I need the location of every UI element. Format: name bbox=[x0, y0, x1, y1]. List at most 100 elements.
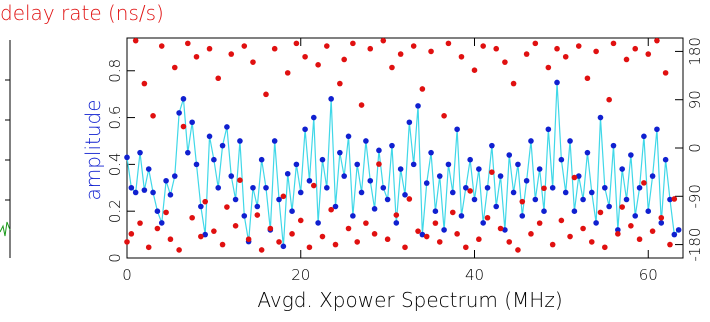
point bbox=[575, 173, 582, 179]
point bbox=[602, 244, 608, 251]
point bbox=[315, 220, 321, 226]
point bbox=[376, 161, 382, 167]
point bbox=[549, 241, 556, 248]
point bbox=[271, 45, 278, 52]
point bbox=[489, 142, 495, 149]
point bbox=[506, 152, 513, 158]
point bbox=[667, 241, 673, 248]
point bbox=[393, 220, 400, 226]
point bbox=[502, 59, 508, 65]
point bbox=[145, 244, 152, 251]
point bbox=[636, 236, 643, 243]
point bbox=[419, 86, 426, 92]
point bbox=[310, 182, 317, 189]
point bbox=[293, 40, 300, 47]
point bbox=[558, 156, 565, 163]
y-axis-label: amplitude bbox=[81, 99, 105, 200]
point bbox=[241, 43, 248, 49]
point bbox=[497, 173, 504, 179]
point bbox=[423, 180, 430, 186]
point bbox=[615, 227, 621, 233]
point bbox=[623, 196, 630, 203]
y2-tick-label: -180 bbox=[686, 228, 704, 262]
point bbox=[458, 53, 465, 60]
point bbox=[254, 212, 261, 218]
point bbox=[337, 80, 343, 87]
point bbox=[211, 228, 217, 234]
point bbox=[128, 231, 135, 237]
point bbox=[588, 239, 595, 245]
point bbox=[176, 110, 182, 116]
point bbox=[671, 196, 678, 202]
point bbox=[445, 40, 452, 47]
point bbox=[432, 208, 439, 214]
point bbox=[297, 189, 304, 196]
point bbox=[176, 247, 182, 253]
point bbox=[562, 53, 569, 60]
point bbox=[675, 227, 682, 233]
point bbox=[463, 244, 469, 251]
point bbox=[289, 208, 295, 214]
point bbox=[254, 203, 261, 210]
point bbox=[198, 203, 204, 210]
point bbox=[415, 103, 421, 109]
point bbox=[432, 220, 439, 226]
point bbox=[541, 208, 547, 214]
point bbox=[428, 48, 434, 55]
point bbox=[189, 214, 195, 221]
point bbox=[128, 184, 135, 191]
point bbox=[476, 236, 482, 243]
point bbox=[562, 189, 569, 196]
point bbox=[436, 239, 443, 245]
point bbox=[280, 193, 287, 200]
point bbox=[493, 203, 500, 210]
point bbox=[467, 156, 473, 163]
point bbox=[662, 156, 669, 163]
point bbox=[458, 213, 465, 219]
point bbox=[523, 51, 530, 57]
y2-tick-label: 180 bbox=[686, 37, 704, 66]
point bbox=[319, 156, 326, 163]
point bbox=[480, 43, 486, 49]
point bbox=[158, 43, 165, 49]
chart-title: delay rate (ns/s) bbox=[0, 1, 164, 25]
point bbox=[554, 45, 560, 52]
point bbox=[497, 225, 504, 232]
point bbox=[658, 220, 665, 226]
point bbox=[489, 169, 495, 175]
point bbox=[515, 247, 521, 253]
point bbox=[502, 227, 508, 233]
point bbox=[410, 161, 417, 168]
point bbox=[158, 220, 165, 226]
point bbox=[541, 185, 547, 192]
point bbox=[610, 142, 617, 149]
point bbox=[280, 243, 287, 250]
point bbox=[532, 196, 539, 203]
point bbox=[476, 166, 482, 172]
point bbox=[297, 217, 304, 224]
point bbox=[493, 45, 500, 52]
point bbox=[641, 180, 647, 186]
point bbox=[667, 196, 673, 203]
point bbox=[597, 209, 604, 216]
point bbox=[198, 233, 204, 240]
point bbox=[137, 149, 143, 156]
point bbox=[584, 149, 591, 156]
point bbox=[141, 187, 148, 193]
point bbox=[276, 239, 282, 245]
point bbox=[354, 161, 361, 168]
point bbox=[224, 204, 230, 210]
point bbox=[363, 220, 369, 226]
point bbox=[567, 138, 573, 144]
y-tick-label: 0.6 bbox=[106, 106, 124, 130]
point bbox=[371, 231, 378, 237]
point bbox=[628, 152, 634, 158]
point bbox=[571, 174, 578, 181]
y-tick-label: 0.2 bbox=[106, 199, 124, 223]
point bbox=[228, 173, 235, 179]
point bbox=[137, 220, 143, 226]
point bbox=[593, 220, 599, 226]
point bbox=[580, 196, 586, 203]
point bbox=[132, 189, 139, 196]
